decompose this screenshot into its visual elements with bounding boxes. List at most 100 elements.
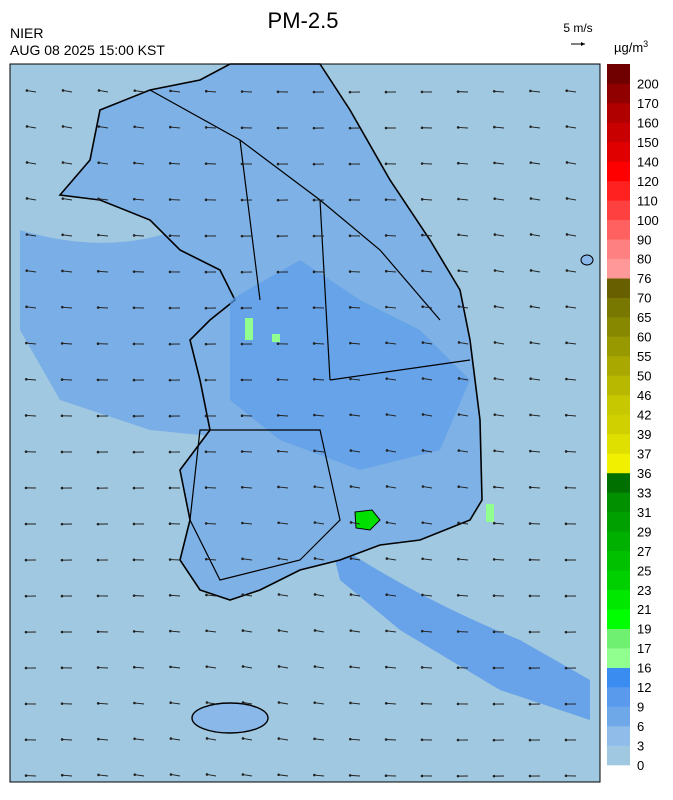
wind-arrowhead bbox=[133, 162, 136, 165]
wind-arrowhead bbox=[349, 91, 352, 94]
wind-arrowhead bbox=[493, 631, 496, 634]
wind-arrowhead bbox=[25, 631, 28, 634]
wind-arrowhead bbox=[529, 703, 532, 706]
wind-arrowhead bbox=[61, 487, 64, 490]
wind-arrowhead bbox=[133, 523, 136, 526]
wind-arrowhead bbox=[241, 379, 244, 382]
wind-arrowhead bbox=[457, 739, 460, 742]
colorbar-segment bbox=[607, 259, 630, 279]
wind-arrowhead bbox=[205, 90, 208, 93]
wind-arrowhead bbox=[278, 665, 281, 668]
wind-arrowhead bbox=[493, 667, 496, 670]
wind-arrowhead bbox=[421, 702, 424, 705]
colorbar-segment bbox=[607, 512, 630, 532]
wind-arrowhead bbox=[421, 234, 424, 237]
wind-arrowhead bbox=[565, 523, 568, 526]
wind-arrowhead bbox=[26, 161, 29, 164]
wind-arrowhead bbox=[205, 307, 208, 310]
wind-arrowhead bbox=[458, 377, 461, 380]
wind-arrowhead bbox=[205, 594, 208, 597]
wind-arrowhead bbox=[205, 486, 208, 489]
colorbar-segment bbox=[607, 570, 630, 590]
wind-arrowhead bbox=[97, 523, 100, 526]
wind-arrowhead bbox=[313, 485, 316, 488]
wind-arrowhead bbox=[205, 235, 208, 238]
wind-arrowhead bbox=[26, 233, 29, 236]
wind-arrowhead bbox=[25, 269, 28, 272]
wind-arrowhead bbox=[241, 522, 244, 525]
wind-arrowhead bbox=[25, 378, 28, 381]
wind-arrowhead bbox=[205, 126, 208, 129]
colorbar-label: 3 bbox=[637, 739, 644, 754]
wind-arrowhead bbox=[385, 127, 388, 130]
wind-arrowhead bbox=[349, 413, 352, 416]
colorbar-label: 42 bbox=[637, 408, 651, 423]
wind-arrowhead bbox=[494, 341, 497, 344]
wind-arrowhead bbox=[530, 269, 533, 272]
wind-arrowhead bbox=[241, 90, 244, 93]
colorbar-segment bbox=[607, 142, 630, 162]
wind-arrowhead bbox=[421, 126, 424, 129]
wind-arrowhead bbox=[133, 559, 136, 562]
wind-arrowhead bbox=[25, 703, 28, 706]
wind-arrowhead bbox=[61, 738, 64, 741]
colorbar-segment bbox=[607, 200, 630, 220]
wind-arrowhead bbox=[458, 449, 461, 452]
wind-arrowhead bbox=[565, 667, 568, 670]
wind-arrowhead bbox=[314, 665, 317, 668]
colorbar-label: 23 bbox=[637, 583, 651, 598]
wind-arrowhead bbox=[386, 449, 389, 452]
wind-arrowhead bbox=[61, 233, 64, 236]
wind-arrowhead bbox=[386, 485, 389, 488]
colorbar-label: 120 bbox=[637, 174, 659, 189]
wind-arrowhead bbox=[169, 90, 172, 93]
wind-arrowhead bbox=[313, 774, 316, 777]
wind-arrowhead bbox=[241, 558, 244, 561]
colorbar-label: 27 bbox=[637, 544, 651, 559]
wind-arrowhead bbox=[277, 199, 280, 202]
wind-arrowhead bbox=[98, 89, 101, 92]
wind-arrowhead bbox=[133, 234, 136, 237]
wind-arrowhead bbox=[169, 701, 172, 704]
colorbar-label: 12 bbox=[637, 680, 651, 695]
wind-arrowhead bbox=[241, 593, 244, 596]
wind-arrowhead bbox=[493, 775, 496, 778]
wind-arrowhead bbox=[385, 270, 388, 273]
wind-arrowhead bbox=[97, 415, 100, 418]
wind-arrowhead bbox=[529, 775, 532, 778]
colorbar-segment bbox=[607, 687, 630, 707]
wind-arrowhead bbox=[169, 343, 172, 346]
wind-arrowhead bbox=[97, 451, 100, 454]
wind-arrowhead bbox=[457, 90, 460, 93]
wind-arrowhead bbox=[97, 487, 100, 490]
colorbar-segment bbox=[607, 395, 630, 415]
wind-arrowhead bbox=[133, 198, 136, 201]
wind-arrowhead bbox=[421, 739, 424, 742]
wind-arrow bbox=[26, 415, 36, 416]
wind-arrowhead bbox=[61, 595, 64, 598]
wind-arrowhead bbox=[133, 307, 136, 310]
wind-arrowhead bbox=[277, 235, 280, 238]
wind-arrowhead bbox=[205, 162, 208, 165]
wind-arrowhead bbox=[277, 378, 280, 381]
wind-arrowhead bbox=[457, 522, 460, 525]
colorbar-segment bbox=[607, 453, 630, 473]
colorbar-segment bbox=[607, 122, 630, 142]
wind-arrowhead bbox=[278, 593, 281, 596]
wind-arrowhead bbox=[26, 197, 29, 200]
wind-arrow bbox=[350, 775, 360, 776]
wind-arrowhead bbox=[278, 557, 281, 560]
wind-arrowhead bbox=[313, 701, 316, 704]
wind-arrowhead bbox=[529, 414, 532, 417]
wind-arrowhead bbox=[169, 451, 172, 454]
wind-arrowhead bbox=[565, 631, 568, 634]
colorbar-segment bbox=[607, 239, 630, 259]
wind-arrowhead bbox=[565, 703, 568, 706]
wind-arrowhead bbox=[206, 701, 209, 704]
wind-arrowhead bbox=[241, 486, 244, 489]
colorbar-segment bbox=[607, 609, 630, 629]
colorbar-segment bbox=[607, 726, 630, 746]
wind-arrowhead bbox=[62, 125, 65, 128]
wind-arrow bbox=[494, 559, 504, 560]
colorbar-segment bbox=[607, 64, 630, 84]
